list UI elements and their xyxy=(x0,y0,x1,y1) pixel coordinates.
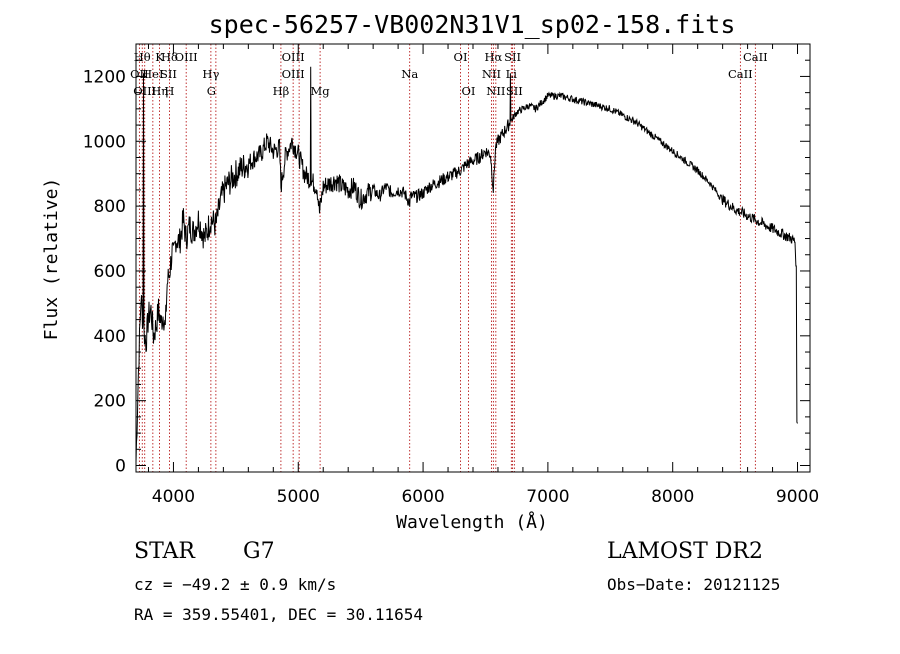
marker-label: Mg xyxy=(311,84,331,98)
marker-label: Li xyxy=(506,67,518,81)
marker-label: K xyxy=(155,50,164,64)
x-tick-label: 6000 xyxy=(401,487,444,507)
emission-line-markers xyxy=(138,44,756,472)
x-tick-label: 5000 xyxy=(277,487,320,507)
y-tick-label: 1200 xyxy=(83,67,126,87)
marker-label: Hβ xyxy=(273,84,290,98)
y-tick-label: 600 xyxy=(94,262,126,282)
marker-label: OIII xyxy=(282,67,305,81)
redshift-cz: cz = −49.2 ± 0.9 km/s xyxy=(134,575,336,594)
chart-title: spec-56257-VB002N31V1_sp02-158.fits xyxy=(209,10,736,39)
marker-label: OIII xyxy=(282,50,305,64)
y-tick-label: 400 xyxy=(94,327,126,347)
marker-label: Hα xyxy=(484,50,502,64)
x-tick-label: 4000 xyxy=(152,487,195,507)
marker-label: H xyxy=(164,84,174,98)
observation-date: Obs−Date: 20121125 xyxy=(607,575,780,594)
x-tick-label: 9000 xyxy=(776,487,819,507)
object-class: STAR xyxy=(134,539,196,564)
y-tick-label: 800 xyxy=(94,197,126,217)
marker-label: OI xyxy=(454,50,468,64)
y-tick-label: 0 xyxy=(115,457,126,477)
marker-label: OIII xyxy=(133,84,156,98)
x-axis-label: Wavelength (Å) xyxy=(396,511,548,533)
axis-ticks: 4000 5000 6000 7000 8000 9000 0 200 400 600 800 100… xyxy=(83,44,819,507)
marker-label: Hγ xyxy=(202,67,219,81)
plot-frame xyxy=(135,43,811,473)
marker-label: Na xyxy=(401,67,418,81)
marker-label: NII xyxy=(482,67,501,81)
marker-label: SII xyxy=(506,84,523,98)
survey-name: LAMOST DR2 xyxy=(607,539,763,564)
spectrum-line xyxy=(135,66,798,463)
marker-label: HeI xyxy=(142,67,163,81)
marker-label: CaII xyxy=(743,50,768,64)
marker-label: Hη xyxy=(151,84,168,98)
marker-label: CaII xyxy=(728,67,753,81)
y-axis-label: Flux (relative) xyxy=(41,178,62,341)
object-subclass: G7 xyxy=(243,539,275,564)
marker-label: SII xyxy=(504,50,521,64)
marker-label: OIII xyxy=(175,50,198,64)
y-tick-label: 1000 xyxy=(83,132,126,152)
y-tick-label: 200 xyxy=(94,392,126,412)
marker-label: G xyxy=(207,84,216,98)
coordinates: RA = 359.55401, DEC = 30.11654 xyxy=(134,605,423,624)
marker-label: SII xyxy=(160,67,177,81)
x-tick-label: 8000 xyxy=(651,487,694,507)
marker-label: OI xyxy=(462,84,476,98)
x-tick-label: 7000 xyxy=(526,487,569,507)
marker-label: NII xyxy=(486,84,505,98)
